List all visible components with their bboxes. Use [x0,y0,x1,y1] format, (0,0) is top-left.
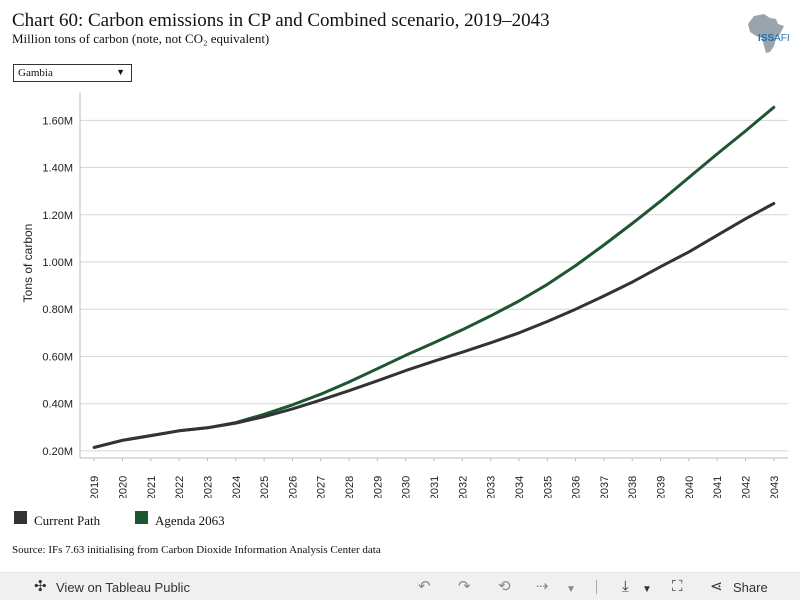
toolbar-divider [596,580,597,594]
y-tick-label: 0.60M [42,351,73,363]
x-tick-label: 2033 [486,476,498,498]
x-tick-label: 2038 [627,476,639,498]
view-on-tableau-link[interactable]: View on Tableau Public [56,580,190,595]
refresh-icon[interactable]: ⇢ [536,578,549,595]
undo-icon[interactable]: ↶ [418,578,431,595]
refresh-dropdown-icon[interactable]: ▼ [566,584,576,595]
y-axis-title: Tons of carbon [21,224,35,303]
legend-label-current-path: Current Path [34,513,101,528]
x-tick-label: 2028 [344,476,356,498]
share-button[interactable]: Share [733,580,768,595]
x-tick-label: 2042 [741,476,753,498]
x-tick-label: 2027 [316,476,328,498]
x-tick-label: 2024 [231,476,243,498]
legend-swatch-current-path [14,511,27,524]
y-tick-label: 1.20M [42,210,73,222]
source-note: Source: IFs 7.63 initialising from Carbo… [12,544,381,556]
x-tick-label: 2019 [89,476,101,498]
y-tick-label: 0.20M [42,446,73,458]
x-tick-label: 2026 [287,476,299,498]
x-tick-label: 2031 [429,476,441,498]
x-tick-label: 2023 [202,476,214,498]
y-tick-label: 1.40M [42,163,73,175]
dropdown-selected-value: Gambia [18,67,53,79]
y-tick-label: 0.40M [42,399,73,411]
download-dropdown-icon[interactable]: ▼ [642,584,652,595]
page-subtitle: Million tons of carbon (note, not CO₂ eq… [12,31,270,46]
revert-icon[interactable]: ⟲ [498,578,511,595]
y-tick-label: 1.60M [42,115,73,127]
x-tick-label: 2022 [174,476,186,498]
x-tick-label: 2039 [656,476,668,498]
series-line-current-path [92,202,776,449]
legend-label-agenda-2063: Agenda 2063 [155,513,225,528]
x-tick-label: 2041 [712,476,724,498]
series-line-agenda-2063 [92,105,776,449]
x-tick-label: 2021 [146,476,158,498]
x-tick-label: 2037 [599,476,611,498]
tableau-icon: ✣ [34,578,47,595]
x-tick-label: 2025 [259,476,271,498]
x-tick-label: 2035 [542,476,554,498]
x-tick-label: 2043 [769,476,781,498]
y-tick-label: 0.80M [42,304,73,316]
x-tick-label: 2029 [372,476,384,498]
tableau-toolbar: ✣ View on Tableau Public ↶ ↷ ⟲ ⇢ ▼ ⤓ ▼ ⛶… [0,572,800,600]
country-dropdown[interactable]: Gambia ▼ [13,64,132,82]
x-tick-label: 2030 [401,476,413,498]
x-tick-label: 2020 [117,476,129,498]
x-tick-label: 2036 [571,476,583,498]
line-chart: 0.20M 0.40M 0.60M 0.80M 1.00M 1.20M 1.40M 1.60M… [21,92,788,498]
redo-icon[interactable]: ↷ [458,578,471,595]
page-title: Chart 60: Carbon emissions in CP and Com… [12,10,550,31]
africa-map-icon [748,14,784,53]
dropdown-arrow-icon: ▼ [116,67,125,77]
legend-swatch-agenda-2063 [135,511,148,524]
x-tick-label: 2040 [684,476,696,498]
fullscreen-icon[interactable]: ⛶ [672,578,683,595]
x-tick-label: 2032 [457,476,469,498]
x-tick-label: 2034 [514,476,526,498]
download-icon[interactable]: ⤓ [622,578,629,595]
y-tick-label: 1.00M [42,257,73,269]
logo-text: ISSAFI [758,33,790,44]
share-icon[interactable]: ⋖ [710,578,723,595]
